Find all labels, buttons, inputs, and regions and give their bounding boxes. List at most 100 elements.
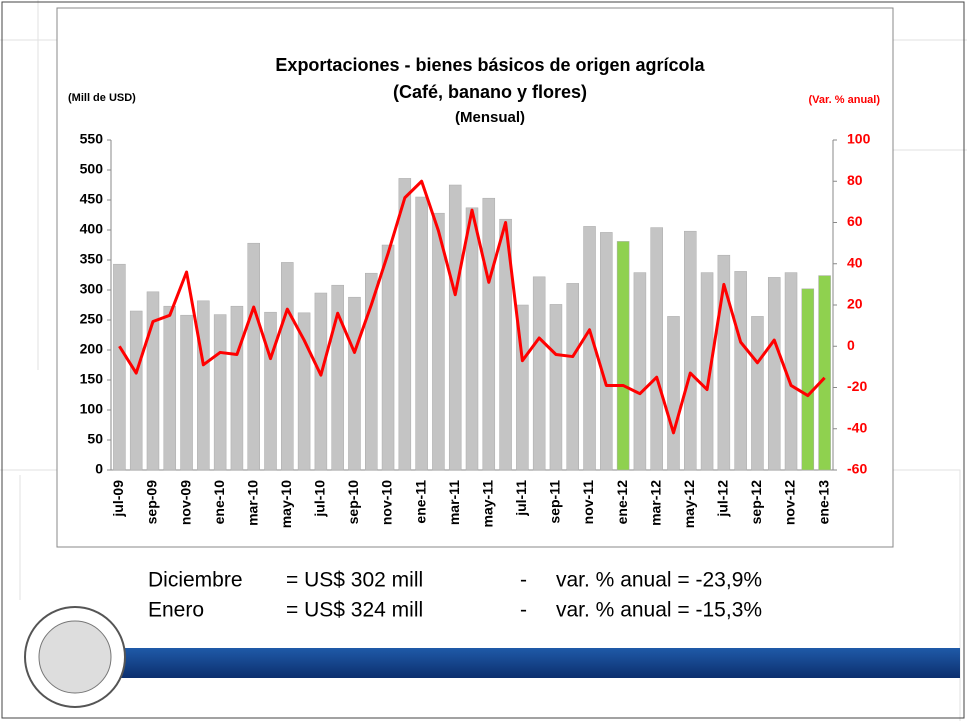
x-tick-label: jul-12 <box>715 480 731 518</box>
x-tick-label: jul-11 <box>513 480 529 517</box>
bar <box>348 296 361 471</box>
y2-tick-label: 20 <box>847 296 863 312</box>
bar <box>633 272 647 471</box>
bar <box>801 288 815 471</box>
bar <box>532 276 546 471</box>
y-tick-label: 450 <box>80 191 104 207</box>
x-tick-label: may-10 <box>278 480 294 528</box>
y-tick-label: 500 <box>80 161 104 177</box>
bar <box>398 178 412 471</box>
bar <box>734 271 747 471</box>
footer-band <box>60 648 960 678</box>
bar <box>281 262 294 471</box>
bar <box>482 197 496 471</box>
x-tick-label: ene-12 <box>614 480 630 525</box>
y-tick-label: 150 <box>80 371 104 387</box>
logo <box>38 620 112 694</box>
y2-tick-label: -20 <box>847 378 867 394</box>
summary-text: var. % anual = -23,9% <box>556 569 762 592</box>
bar <box>381 244 395 471</box>
bar <box>448 184 462 471</box>
summary-text: var. % anual = -15,3% <box>556 599 762 622</box>
bar <box>566 283 579 471</box>
x-tick-label: ene-11 <box>412 480 428 524</box>
summary-text: Diciembre <box>148 569 243 592</box>
y2-tick-label: 0 <box>847 337 855 353</box>
x-tick-label: mar-10 <box>244 480 260 526</box>
bar <box>331 284 344 471</box>
y-tick-label: 250 <box>80 311 104 327</box>
x-tick-label: ene-13 <box>815 480 831 525</box>
y-tick-label: 0 <box>95 461 103 477</box>
summary-text: = US$ 324 mill <box>286 599 423 622</box>
y2-tick-label: 80 <box>847 172 863 188</box>
bar <box>230 305 244 471</box>
chart-title: Exportaciones - bienes básicos de origen… <box>275 55 705 75</box>
x-tick-label: ene-10 <box>211 480 227 525</box>
plot: 050100150200250300350400450500550-60-40-… <box>80 131 871 529</box>
bar <box>213 314 227 471</box>
x-tick-label: nov-12 <box>782 480 798 525</box>
bar <box>667 316 680 471</box>
bar <box>129 310 143 471</box>
bar <box>650 227 663 471</box>
line <box>118 179 826 435</box>
bar <box>264 311 277 471</box>
bar <box>247 242 260 471</box>
x-tick-label: nov-10 <box>379 480 395 525</box>
x-tick-label: may-11 <box>479 480 495 528</box>
bar <box>365 272 378 471</box>
bar <box>600 232 613 471</box>
x-tick-label: sep-11 <box>547 480 563 524</box>
x-tick-label: jul-09 <box>110 480 126 518</box>
summary-text: - <box>520 569 527 592</box>
chart-subtitle: (Café, banano y flores) <box>393 82 587 102</box>
x-tick-label: sep-10 <box>345 480 361 525</box>
bar <box>499 218 512 471</box>
y2-tick-label: -60 <box>847 461 867 477</box>
y-tick-label: 350 <box>80 251 104 267</box>
summary-text: = US$ 302 mill <box>286 569 423 592</box>
y2-tick-label: 100 <box>847 131 871 147</box>
summary: Diciembre = US$ 302 mill - var. % anual … <box>148 569 762 622</box>
bar <box>767 277 781 471</box>
x-tick-label: jul-10 <box>312 480 328 518</box>
y2-axis-label: (Var. % anual) <box>808 94 880 106</box>
y-tick-label: 400 <box>80 221 104 237</box>
y-tick-label: 200 <box>80 341 104 357</box>
bar <box>146 291 160 471</box>
y-tick-label: 50 <box>87 431 103 447</box>
y2-tick-label: 40 <box>847 254 863 270</box>
bar <box>180 314 193 471</box>
bar <box>818 275 831 471</box>
x-tick-label: mar-11 <box>446 480 462 525</box>
y-axis-label: (Mill de USD) <box>68 92 136 104</box>
bar <box>616 241 630 471</box>
bar <box>113 263 126 471</box>
bar <box>314 292 328 471</box>
chart-subtitle: (Mensual) <box>455 109 525 126</box>
bar <box>432 212 445 471</box>
summary-text: Enero <box>148 599 204 622</box>
y-tick-label: 100 <box>80 401 104 417</box>
bar <box>751 316 764 471</box>
bar <box>415 196 428 471</box>
x-tick-label: mar-12 <box>647 480 663 526</box>
x-tick-label: nov-09 <box>177 480 193 525</box>
bar <box>197 300 210 471</box>
summary-text: - <box>520 599 527 622</box>
bar <box>163 305 177 471</box>
bar <box>549 304 563 471</box>
bar <box>684 230 697 471</box>
x-tick-label: sep-09 <box>144 480 160 525</box>
y-tick-label: 550 <box>80 131 104 147</box>
x-tick-label: sep-12 <box>748 480 764 525</box>
y-tick-label: 300 <box>80 281 104 297</box>
x-tick-label: nov-11 <box>580 480 596 525</box>
bar <box>700 272 714 471</box>
bar <box>297 312 311 471</box>
bar <box>465 207 479 471</box>
y2-tick-label: -40 <box>847 419 867 435</box>
